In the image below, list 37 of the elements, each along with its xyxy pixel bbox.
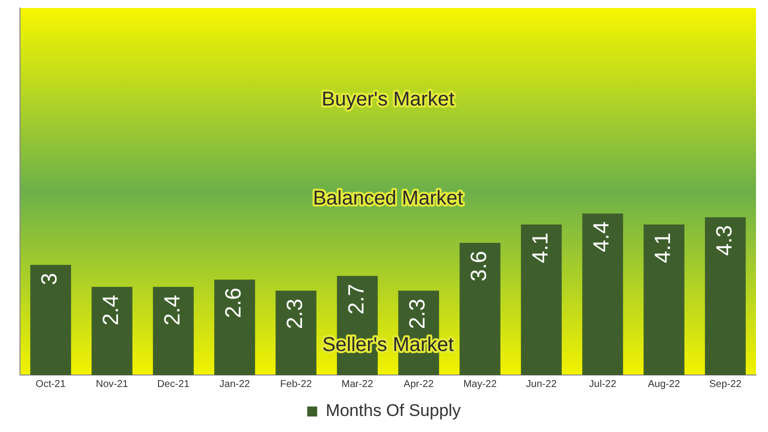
bar [214, 280, 256, 375]
data-label: 2.3 [404, 298, 430, 330]
data-label: 3 [36, 272, 62, 286]
data-label: 4.4 [588, 222, 614, 252]
x-tick-label: Oct-21 [36, 378, 66, 390]
bar [30, 264, 72, 375]
x-tick-label: Mar-22 [341, 378, 374, 390]
bar [152, 286, 194, 375]
x-tick-label: Aug-22 [648, 378, 681, 390]
data-label: 4.1 [527, 232, 552, 264]
x-tick-label: Sep-22 [709, 378, 742, 390]
x-tick-label: May-22 [463, 378, 498, 390]
x-tick-label: Dec-21 [157, 378, 190, 390]
bar [644, 224, 684, 375]
data-label: 4.1 [650, 232, 676, 264]
bar [92, 286, 132, 375]
data-label: 2.4 [98, 294, 124, 326]
x-tick-label: Jul-22 [589, 378, 617, 390]
x-tick-label: Jun-22 [526, 378, 558, 390]
bar [276, 290, 316, 375]
x-tick-label: Nov-21 [96, 378, 129, 390]
bar [460, 242, 500, 375]
annotation: Buyer's Market [322, 88, 455, 110]
bar [582, 214, 624, 375]
bar [520, 224, 562, 375]
data-label: 4.3 [711, 225, 736, 256]
x-tick-label: Feb-22 [280, 378, 312, 390]
data-label: 2.4 [159, 294, 184, 326]
data-label: 2.6 [220, 288, 246, 318]
data-label: 2.3 [282, 298, 308, 330]
data-label: 2.7 [343, 284, 368, 315]
data-label: 3.6 [466, 250, 492, 282]
x-tick-label: Jan-22 [219, 378, 250, 390]
legend-label: Months Of Supply [326, 401, 462, 420]
bar [704, 217, 746, 375]
annotation: Balanced Market [312, 187, 464, 210]
x-tick-label: Apr-22 [404, 378, 434, 390]
